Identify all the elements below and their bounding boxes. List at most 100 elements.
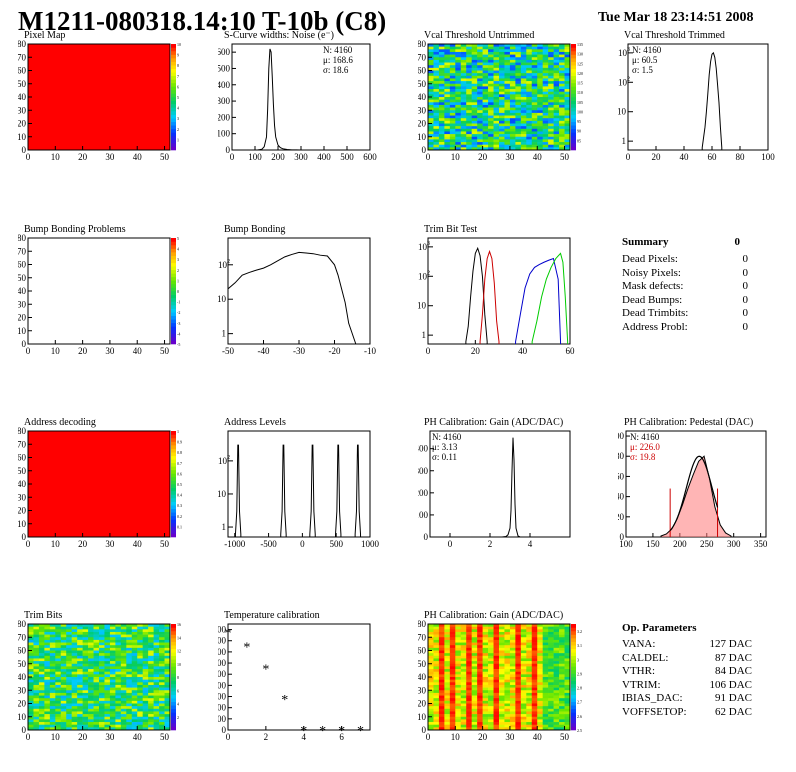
heatmap-cell	[488, 112, 494, 116]
heatmap-cell	[460, 711, 467, 715]
heatmap-cell	[564, 67, 571, 71]
heatmap-cell	[526, 57, 533, 61]
heatmap-cell	[444, 658, 451, 662]
heatmap-cell	[82, 647, 89, 651]
heatmap-cell	[493, 716, 500, 720]
heatmap-cell	[477, 136, 483, 140]
heatmap-cell	[131, 634, 138, 638]
heatmap-cell	[142, 671, 149, 675]
heatmap-cell	[542, 46, 549, 50]
heatmap-cell	[438, 624, 445, 627]
heatmap-cell	[553, 679, 560, 683]
heatmap-cell	[137, 692, 143, 696]
heatmap-cell	[493, 692, 500, 696]
stats-text: μ: 226.0	[630, 442, 660, 452]
heatmap-cell	[520, 59, 527, 63]
colorbar-label: 2	[177, 715, 179, 720]
heatmap-cell	[66, 727, 72, 731]
heatmap-cell	[33, 679, 40, 683]
heatmap-cell	[38, 687, 45, 691]
heatmap-cell	[433, 70, 440, 74]
heatmap-cell	[153, 677, 160, 680]
heatmap-cell	[120, 703, 127, 707]
heatmap-cell	[455, 624, 462, 627]
y-tick-exponent: 2	[427, 270, 430, 276]
heatmap-cell	[466, 44, 472, 47]
heatmap-cell	[460, 94, 467, 98]
heatmap-cell	[504, 690, 511, 694]
heatmap-cell	[460, 669, 467, 672]
x-tick-label: 20	[78, 539, 88, 549]
heatmap-cell	[44, 666, 51, 670]
heatmap-cell	[504, 719, 511, 723]
heatmap-cell	[137, 677, 143, 680]
heatmap-cell	[553, 91, 560, 95]
heatmap-cell	[499, 684, 505, 688]
heatmap-cell	[71, 671, 78, 675]
heatmap-cell	[438, 46, 445, 50]
heatmap-cell	[471, 682, 478, 686]
heatmap-cell	[433, 65, 440, 69]
heatmap-cell	[564, 663, 571, 667]
heatmap-cell	[159, 624, 165, 627]
heatmap-cell	[49, 655, 56, 659]
heatmap-cell	[99, 708, 105, 712]
heatmap-cell	[537, 698, 543, 702]
heatmap-cell	[115, 690, 122, 694]
heatmap-cell	[559, 642, 565, 646]
heatmap-cell	[471, 719, 478, 723]
heatmap-cell	[164, 706, 171, 710]
heatmap-cell	[559, 711, 565, 715]
heatmap-cell	[499, 639, 505, 643]
heatmap-cell	[99, 724, 105, 728]
heatmap-cell	[55, 647, 62, 651]
heatmap-cell	[499, 706, 505, 710]
heatmap-cell	[455, 692, 462, 696]
heatmap-cell	[55, 687, 62, 691]
op-param-label: VTRIM:	[622, 678, 661, 691]
heatmap-cell	[553, 716, 560, 720]
heatmap-cell	[159, 714, 165, 718]
heatmap-cell	[537, 714, 543, 718]
heatmap-cell	[115, 682, 122, 686]
heatmap-cell	[482, 89, 489, 92]
x-tick-label: 350	[754, 539, 768, 549]
colorbar-cell	[571, 128, 576, 133]
heatmap-cell	[526, 67, 533, 71]
heatmap-cell	[60, 666, 67, 670]
heatmap-cell	[433, 645, 440, 649]
heatmap-cell	[49, 706, 56, 710]
heatmap-cell	[444, 727, 451, 731]
heatmap-cell	[99, 679, 105, 683]
heatmap-cell	[542, 677, 549, 680]
heatmap-cell	[137, 642, 143, 646]
heatmap-cell	[553, 714, 560, 718]
heatmap-cell	[449, 136, 456, 140]
heatmap-cell	[438, 642, 445, 646]
heatmap-cell	[477, 647, 483, 651]
colorbar-label: 2.8	[577, 686, 582, 691]
heatmap-cell	[553, 104, 560, 108]
heatmap-cell	[504, 51, 511, 55]
heatmap-cell	[553, 142, 560, 145]
heatmap-cell	[548, 67, 554, 71]
heatmap-cell	[60, 700, 67, 704]
heatmap-cell	[509, 708, 516, 712]
heatmap-cell	[542, 698, 549, 702]
heatmap-cell	[537, 682, 543, 686]
heatmap-cell	[466, 626, 472, 630]
heatmap-cell	[28, 711, 34, 715]
heatmap-cell	[137, 727, 143, 731]
heatmap-cell	[531, 677, 538, 680]
heatmap-cell	[515, 706, 522, 710]
heatmap-cell	[44, 711, 51, 715]
heatmap-cell	[99, 639, 105, 643]
heatmap-cell	[44, 653, 51, 657]
heatmap-cell	[142, 677, 149, 680]
heatmap-cell	[444, 634, 451, 638]
y-tick-label: 100	[618, 431, 625, 441]
heatmap-cell	[66, 637, 72, 641]
plot-frame	[27, 237, 171, 345]
heatmap-cell	[444, 661, 451, 665]
